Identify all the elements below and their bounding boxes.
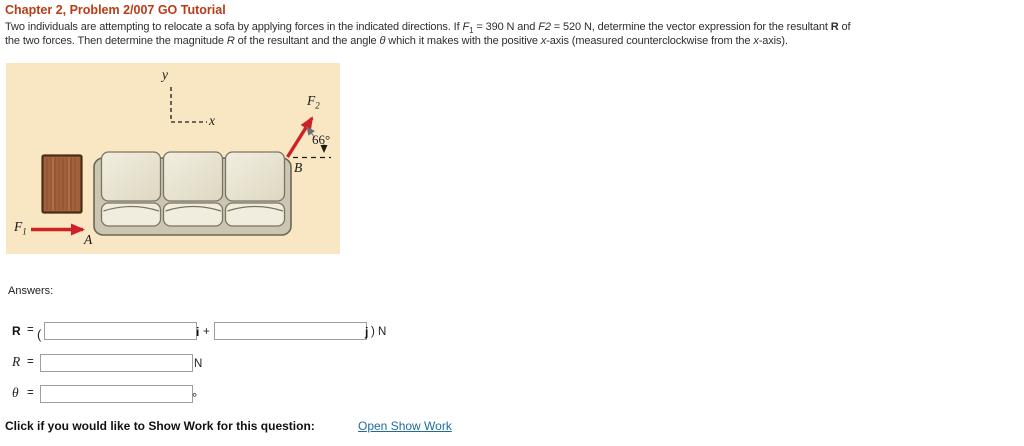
problem-text-line1: Two individuals are attempting to reloca…	[5, 21, 851, 36]
theta-input[interactable]	[40, 385, 193, 403]
r-magnitude-label: R	[12, 354, 21, 369]
open-paren: (	[37, 327, 42, 342]
close-paren-unit: ) N	[371, 326, 387, 338]
x-axis-label: x	[209, 113, 215, 128]
side-table	[41, 154, 83, 214]
axes-dashed	[170, 87, 207, 123]
angle-label: 66°	[312, 132, 331, 147]
f2-label: F2	[307, 93, 320, 111]
r-vector-equals: =	[27, 324, 34, 336]
angle-leader-arrow	[306, 126, 316, 139]
r-vector-label: R	[12, 324, 21, 338]
show-work-prompt: Click if you would like to Show Work for…	[5, 419, 315, 433]
r-magnitude-equals: =	[27, 356, 34, 368]
r-vector-j-input[interactable]	[214, 322, 367, 340]
open-show-work-link[interactable]: Open Show Work	[358, 419, 452, 433]
point-a-label: A	[84, 232, 93, 247]
r-magnitude-input[interactable]	[40, 354, 193, 372]
theta-equals: =	[27, 387, 34, 399]
problem-title: Chapter 2, Problem 2/007 GO Tutorial	[5, 3, 226, 17]
j-unit-vector: j	[365, 325, 369, 339]
point-b-label: B	[294, 160, 303, 175]
plus-sign: +	[203, 326, 210, 338]
theta-label: θ	[12, 385, 19, 400]
figure-drawing	[31, 87, 331, 236]
i-unit-vector: i	[196, 325, 200, 339]
f2-arrow	[286, 116, 314, 158]
sofa	[93, 151, 292, 236]
answers-heading: Answers:	[8, 285, 54, 297]
f1-label: F1	[14, 219, 27, 237]
r-magnitude-unit: N	[194, 358, 203, 370]
y-axis-label: y	[162, 67, 168, 82]
r-vector-i-input[interactable]	[44, 322, 197, 340]
sofa-figure: y x F2 66° B F1 A	[6, 63, 340, 254]
problem-text-line2: the two forces. Then determine the magni…	[5, 35, 788, 47]
theta-unit: °	[192, 390, 198, 405]
